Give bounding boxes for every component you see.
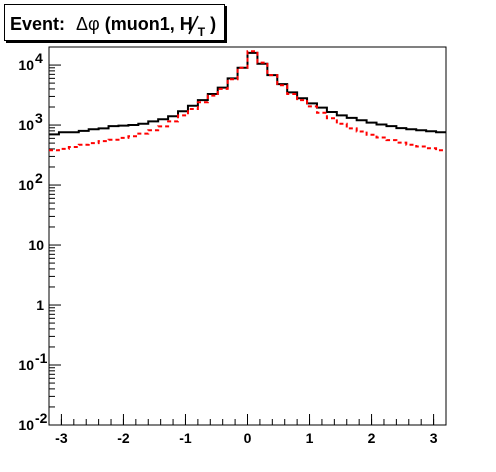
x-tick-label: 3 <box>430 430 438 446</box>
y-tick-exponent: -2 <box>35 410 48 426</box>
y-tick-exponent: -1 <box>35 350 48 366</box>
x-tick-label: 0 <box>244 430 252 446</box>
title-symbol: Δφ <box>76 14 100 34</box>
y-tick-label: 1 <box>36 297 44 313</box>
y-tick-label: 10 <box>18 177 34 193</box>
y-tick-label: 10 <box>18 117 34 133</box>
title-close: ) <box>210 14 216 34</box>
x-tick-label: -2 <box>117 430 130 446</box>
y-tick-label: 10 <box>28 237 44 253</box>
histogram-series-2 <box>49 50 446 152</box>
y-tick-exponent: 2 <box>35 170 43 186</box>
x-tick-label: -1 <box>179 430 192 446</box>
met-slash <box>188 15 199 35</box>
plot-frame <box>48 46 447 426</box>
x-tick-label: 1 <box>306 430 314 446</box>
title-prefix: Event: <box>10 14 65 34</box>
title-args: (muon1, <box>105 14 180 34</box>
y-tick-exponent: 3 <box>35 110 43 126</box>
x-tick-label: -3 <box>55 430 68 446</box>
y-tick-label: 10 <box>18 357 34 373</box>
title-met: H <box>180 14 193 34</box>
chart-title: Event: Δφ (muon1, H T ) <box>10 14 216 40</box>
y-tick-label: 10 <box>18 417 34 433</box>
title-met-sub: T <box>198 25 206 39</box>
x-tick-label: 2 <box>368 430 376 446</box>
title-box <box>4 4 225 41</box>
y-tick-exponent: 4 <box>35 50 43 66</box>
y-tick-label: 10 <box>18 57 34 73</box>
